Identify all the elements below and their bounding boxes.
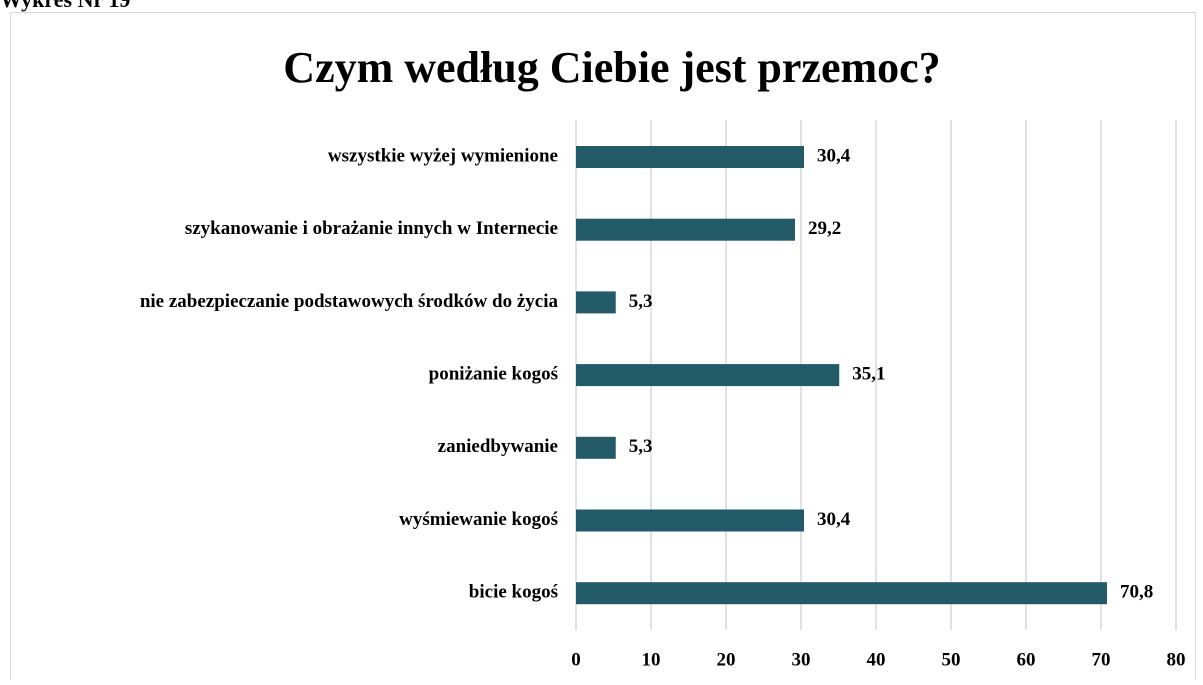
data-label: 35,1 (852, 363, 885, 384)
bar (576, 291, 616, 314)
bar (576, 218, 795, 241)
data-label: 29,2 (808, 218, 841, 239)
bar (576, 146, 804, 168)
y-tick-label: wszystkie wyżej wymienione (328, 145, 558, 166)
heading: Wykres Nr 19 (0, 0, 130, 12)
x-tick-label: 10 (642, 649, 661, 670)
chart-frame (10, 12, 1196, 685)
x-tick-label: 0 (571, 649, 581, 670)
data-label: 70,8 (1120, 582, 1153, 603)
y-tick-label: szykanowanie i obrażanie innych w Intern… (185, 218, 558, 239)
y-tick-label: wyśmiewanie kogoś (399, 509, 558, 530)
data-label: 5,3 (629, 291, 653, 312)
x-tick-label: 80 (1167, 649, 1186, 670)
x-tick-label: 20 (717, 649, 736, 670)
x-tick-label: 60 (1017, 649, 1036, 670)
x-tick-label: 30 (792, 649, 811, 670)
y-tick-label: bicie kogoś (469, 582, 558, 603)
data-label: 30,4 (817, 145, 851, 166)
data-label: 5,3 (629, 436, 653, 457)
chart-title: Czym według Ciebie jest przemoc? (283, 43, 940, 92)
x-tick-label: 70 (1092, 649, 1111, 670)
x-tick-label: 40 (867, 649, 886, 670)
y-tick-label: nie zabezpieczanie podstawowych środków … (140, 291, 559, 312)
bar (576, 582, 1107, 605)
y-tick-label: zaniedbywanie (438, 436, 558, 457)
x-tick-label: 50 (942, 649, 961, 670)
bar (576, 364, 840, 387)
data-label: 30,4 (817, 509, 851, 530)
bar (576, 436, 616, 459)
y-tick-label: poniżanie kogoś (429, 363, 558, 384)
bar (576, 509, 804, 532)
